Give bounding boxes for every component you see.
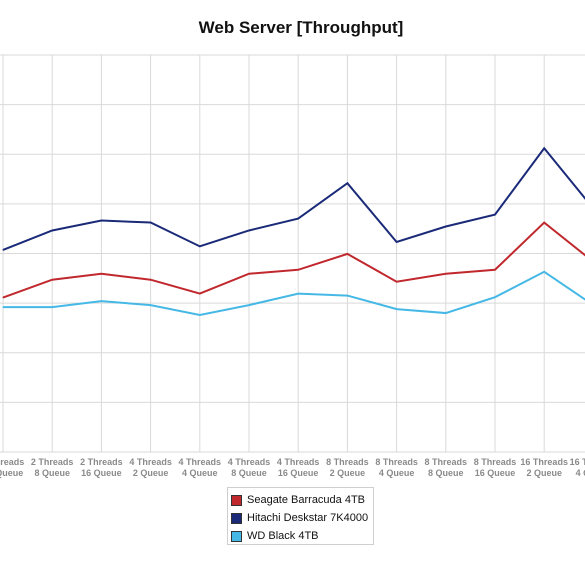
legend-swatch [231, 512, 242, 524]
data-point [396, 308, 398, 310]
legend-item: WD Black 4TB [231, 527, 373, 545]
data-point [2, 297, 4, 299]
x-tick-label: 8 Threads 8 Queue [425, 457, 468, 478]
legend-label: WD Black 4TB [247, 530, 319, 542]
legend-label: Hitachi Deskstar 7K4000 [247, 512, 369, 524]
data-point [297, 218, 299, 220]
data-point [494, 214, 496, 216]
data-point [51, 229, 53, 231]
x-tick-label: 2 Threads 8 Queue [31, 457, 74, 478]
legend-item: Seagate Barracuda 4TB [231, 491, 373, 509]
data-point [543, 147, 545, 149]
x-tick-label: 4 Threads 8 Queue [228, 457, 271, 478]
data-point [396, 281, 398, 283]
data-point [494, 269, 496, 271]
data-point [445, 312, 447, 314]
data-point [346, 253, 348, 255]
grid [0, 54, 585, 453]
data-point [396, 241, 398, 243]
legend-swatch [231, 494, 242, 506]
legend-swatch [231, 530, 242, 542]
data-point [297, 269, 299, 271]
legend-item: Hitachi Deskstar 7K4000 [231, 509, 373, 527]
data-point [494, 296, 496, 298]
data-point [248, 304, 250, 306]
data-point [445, 226, 447, 228]
data-point [150, 222, 152, 224]
data-point [248, 229, 250, 231]
x-tick-label: 8 Threads 4 Queue [375, 457, 418, 478]
series-line-1 [2, 221, 585, 299]
x-tick-label: 8 Threads 16 Queue [474, 457, 517, 478]
legend: Seagate Barracuda 4TB Hitachi Deskstar 7K… [227, 487, 374, 545]
series-lines [2, 146, 585, 317]
data-point [100, 300, 102, 302]
data-point [51, 306, 53, 308]
x-tick-label: 4 Threads 16 Queue [277, 457, 320, 478]
data-point [445, 273, 447, 275]
data-point [248, 273, 250, 275]
series-line-3 [3, 270, 585, 317]
data-point [297, 293, 299, 295]
x-tick-label: 8 Threads 2 Queue [326, 457, 369, 478]
data-point [100, 220, 102, 222]
x-tick-label: 4 Threads 4 Queue [179, 457, 222, 478]
chart-title: Web Server [Throughput] [198, 18, 404, 37]
data-point [346, 295, 348, 297]
data-point [346, 182, 348, 184]
x-tick-label: 4 Threads 2 Queue [129, 457, 172, 478]
x-tick-label: 16 Threads 2 Queue [520, 457, 568, 478]
data-point [199, 314, 201, 316]
data-point [199, 245, 201, 247]
data-point [51, 279, 53, 281]
data-point [150, 304, 152, 306]
data-point [199, 293, 201, 295]
data-point [543, 222, 545, 224]
series-line-2 [2, 146, 585, 251]
data-point [2, 249, 4, 251]
legend-label: Seagate Barracuda 4TB [247, 494, 366, 506]
data-point [543, 271, 545, 273]
data-point [100, 273, 102, 275]
data-point [150, 279, 152, 281]
data-point [2, 306, 4, 308]
x-tick-label: 2 Threads 16 Queue [80, 457, 123, 478]
